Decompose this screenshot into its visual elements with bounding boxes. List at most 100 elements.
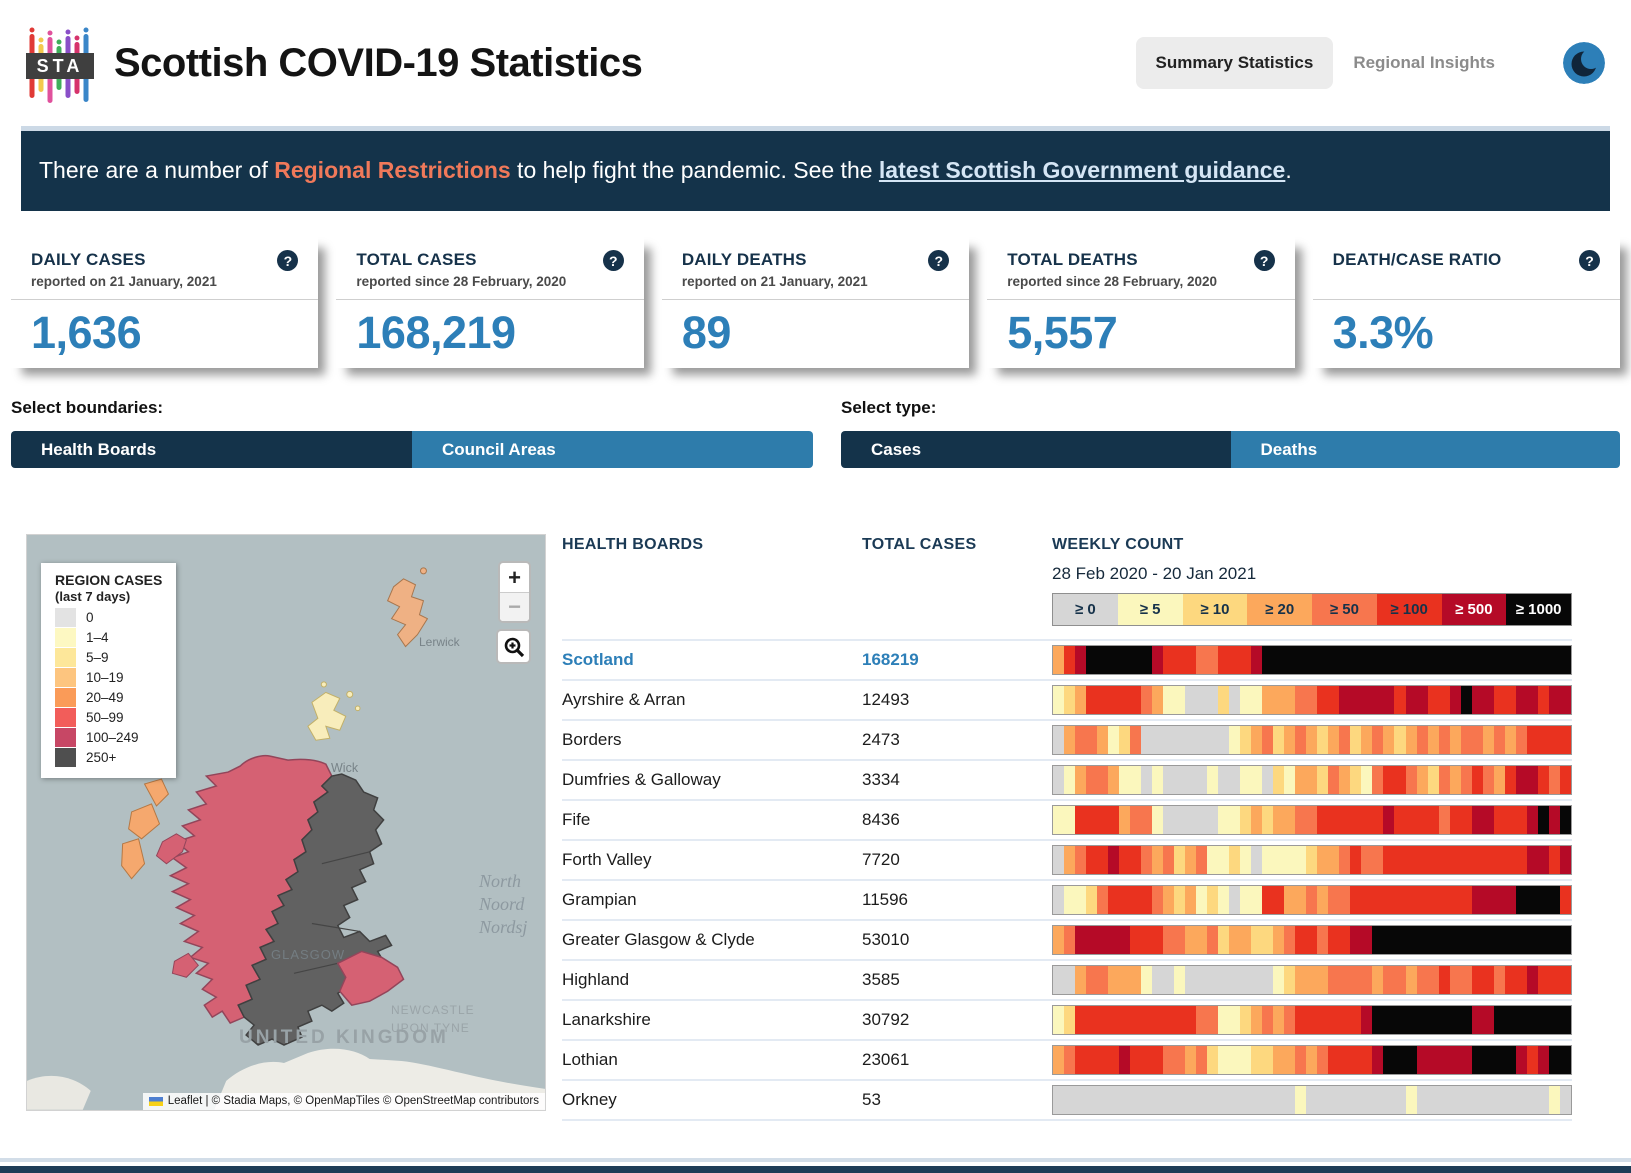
week-cell — [1350, 646, 1362, 675]
week-cell — [1119, 1006, 1131, 1035]
week-cell — [1328, 806, 1340, 835]
week-cell — [1306, 726, 1318, 755]
weekly-strip — [1052, 845, 1572, 876]
week-cell — [1317, 766, 1329, 795]
question-mark-icon[interactable]: ? — [1253, 250, 1275, 271]
week-cell — [1405, 886, 1417, 915]
week-cell — [1449, 1086, 1461, 1115]
boundaries-button-council-areas[interactable]: Council Areas — [412, 431, 813, 469]
week-cell — [1317, 806, 1329, 835]
week-cell — [1218, 846, 1230, 875]
week-cell — [1196, 766, 1208, 795]
week-cell — [1383, 886, 1395, 915]
week-cell — [1185, 766, 1197, 795]
week-cell — [1350, 926, 1362, 955]
question-mark-icon[interactable]: ? — [277, 250, 299, 271]
magnifier-plus-icon[interactable] — [496, 629, 531, 665]
week-cell — [1559, 766, 1571, 795]
week-cell — [1328, 926, 1340, 955]
week-cell — [1163, 1086, 1175, 1115]
week-cell — [1504, 806, 1516, 835]
minus-icon[interactable]: − — [500, 592, 529, 622]
week-cell — [1482, 766, 1494, 795]
stat-card-death-case-ratio: DEATH/CASE RATIO ? 3.3% — [1312, 237, 1621, 369]
legend-label: 1–4 — [86, 630, 109, 646]
banner-text: . — [1285, 157, 1292, 183]
week-cell — [1383, 686, 1395, 715]
week-cell — [1262, 1086, 1274, 1115]
week-cell — [1097, 846, 1109, 875]
week-cell — [1372, 1046, 1384, 1075]
week-cell — [1075, 1086, 1087, 1115]
week-cell — [1328, 846, 1340, 875]
week-cell — [1262, 726, 1274, 755]
main-nav: Summary Statistics Regional Insights — [1135, 37, 1605, 89]
tab-regional-insights[interactable]: Regional Insights — [1353, 53, 1495, 72]
week-cell — [1471, 766, 1483, 795]
week-cell — [1361, 926, 1373, 955]
week-cell — [1152, 766, 1164, 795]
week-cell — [1064, 726, 1076, 755]
footer-divider — [0, 1158, 1631, 1162]
week-cell — [1086, 1046, 1098, 1075]
week-cell — [1405, 806, 1417, 835]
question-mark-icon[interactable]: ? — [928, 250, 950, 271]
week-cell — [1548, 726, 1560, 755]
question-mark-icon[interactable]: ? — [1579, 250, 1601, 271]
week-cell — [1262, 1006, 1274, 1035]
week-cell — [1262, 1046, 1274, 1075]
week-cell — [1108, 1006, 1120, 1035]
week-cell — [1174, 1006, 1186, 1035]
map-legend-items: 0 1–4 5–9 10–19 20–49 50–99 100–249 250+ — [55, 608, 162, 768]
week-cell — [1185, 806, 1197, 835]
week-cell — [1163, 966, 1175, 995]
week-cell — [1405, 686, 1417, 715]
week-cell — [1449, 846, 1461, 875]
week-cell — [1361, 966, 1373, 995]
region-total-cases: 3334 — [862, 770, 900, 790]
region-name: Grampian — [562, 890, 637, 910]
week-cell — [1438, 766, 1450, 795]
week-cell — [1251, 1006, 1263, 1035]
week-cell — [1471, 846, 1483, 875]
week-cell — [1339, 926, 1351, 955]
table-row: Orkney 53 — [562, 1081, 1572, 1122]
week-cell — [1152, 646, 1164, 675]
question-mark-icon[interactable]: ? — [602, 250, 624, 271]
tab-summary-statistics[interactable]: Summary Statistics — [1135, 37, 1334, 89]
week-cell — [1097, 1086, 1109, 1115]
plus-icon[interactable]: + — [508, 564, 521, 590]
week-cell — [1152, 726, 1164, 755]
week-cell — [1196, 726, 1208, 755]
week-cell — [1383, 726, 1395, 755]
legend-swatch — [55, 668, 76, 688]
moon-icon[interactable] — [1563, 42, 1605, 84]
map-legend-item: 50–99 — [55, 708, 162, 728]
scotland-map[interactable]: Lerwick Wick GLASGOW NEWCASTLE UPON TYNE … — [26, 534, 546, 1112]
boundaries-button-health-boards[interactable]: Health Boards — [11, 431, 412, 469]
week-cell — [1317, 1086, 1329, 1115]
week-cell — [1361, 726, 1373, 755]
stat-card-total-deaths: TOTAL DEATHS reported since 28 February,… — [987, 237, 1295, 369]
week-cell — [1559, 1006, 1571, 1035]
government-guidance-link[interactable]: latest Scottish Government guidance — [878, 157, 1286, 183]
week-cell — [1515, 1086, 1527, 1115]
week-cell — [1427, 806, 1439, 835]
table-row: Forth Valley 7720 — [562, 841, 1572, 882]
week-cell — [1141, 686, 1153, 715]
week-cell — [1284, 1046, 1296, 1075]
region-name[interactable]: Scotland — [562, 650, 634, 670]
week-cell — [1196, 1046, 1208, 1075]
week-cell — [1229, 726, 1241, 755]
stat-card-daily-deaths: DAILY DEATHS reported on 21 January, 202… — [661, 237, 970, 369]
week-cell — [1405, 966, 1417, 995]
week-cell — [1526, 846, 1538, 875]
week-cell — [1394, 846, 1406, 875]
week-cell — [1537, 1006, 1549, 1035]
week-cell — [1537, 886, 1549, 915]
type-button-cases[interactable]: Cases — [841, 431, 1231, 469]
week-cell — [1108, 846, 1120, 875]
week-cell — [1174, 846, 1186, 875]
type-button-deaths[interactable]: Deaths — [1230, 431, 1620, 469]
